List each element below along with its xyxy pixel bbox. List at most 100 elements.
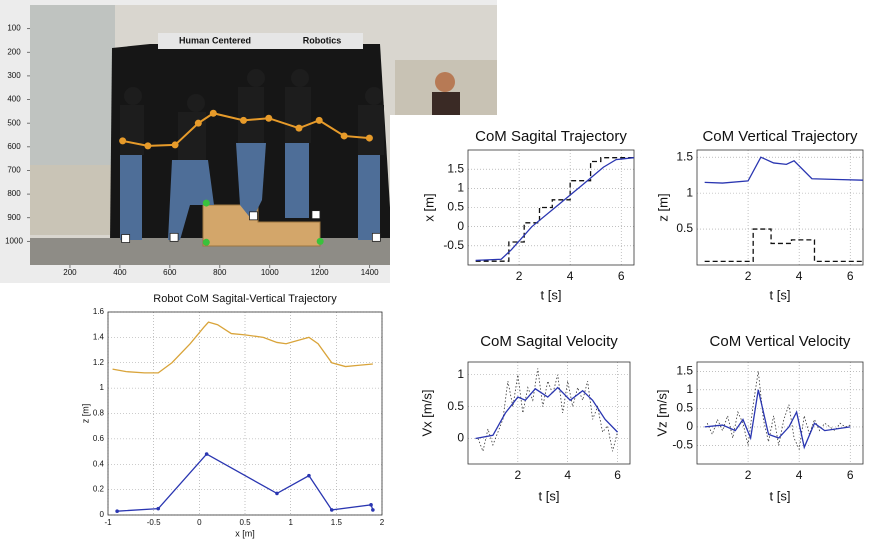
x-tick-label: -1 [104, 518, 112, 527]
marker [340, 132, 348, 140]
x-tick-label: 0 [197, 518, 202, 527]
marker [121, 234, 131, 243]
x-tick-label: 4 [796, 269, 803, 283]
plot-marks [119, 109, 381, 246]
x-tick-label: 4 [564, 468, 571, 482]
y-tick-label: 1.5 [447, 161, 464, 175]
x-tick-label: 4 [567, 269, 574, 283]
marker [371, 232, 381, 242]
marker [202, 199, 210, 207]
y-tick-label: 800 [7, 189, 21, 198]
marker [202, 238, 210, 246]
y-tick-label: 1.4 [93, 332, 105, 341]
chart: 2 4 6 -0.5 0 0.5 1 1.5 CoM Sagital Trajectory t [… [421, 128, 635, 302]
figure-head [124, 87, 142, 105]
y-tick-label: 500 [7, 118, 21, 127]
y-tick-label: 1.2 [93, 358, 105, 367]
data-line [117, 453, 374, 512]
x-tick-label: 6 [847, 269, 854, 283]
chart-title: CoM Sagital Velocity [480, 333, 618, 350]
y-tick-label: 0 [457, 219, 464, 233]
marker [315, 116, 323, 124]
marker [369, 503, 373, 507]
y-tick-label: 0.5 [447, 200, 464, 214]
y-tick-label: -0.5 [672, 438, 693, 452]
figure-legs [358, 155, 380, 240]
y-tick-label: 0.8 [93, 409, 105, 418]
y-axis-label: Vz [m/s] [654, 390, 669, 437]
marker [307, 473, 311, 478]
chart: 2 4 6 0.5 1 1.5 CoM Vertical Trajectory t [s] z … [655, 128, 864, 302]
y-tick-label: 0.4 [93, 459, 105, 468]
figure-torso [238, 87, 264, 143]
photo-person [435, 72, 455, 92]
marker [115, 509, 119, 513]
marker [240, 116, 248, 124]
y-axis-label: z [m] [80, 404, 90, 424]
marker [365, 134, 373, 142]
figure-head [247, 69, 265, 87]
plot-marks [704, 156, 863, 263]
y-tick-label: 300 [7, 71, 21, 80]
axes-box [467, 149, 635, 266]
marker [209, 109, 217, 117]
axes-box [467, 361, 631, 465]
figure-torso [178, 112, 206, 160]
x-tick-label: 2 [515, 468, 522, 482]
x-tick-label: 6 [614, 468, 621, 482]
x-tick-label: 6 [618, 269, 625, 283]
data-line [704, 156, 863, 184]
chart-title: CoM Vertical Trajectory [702, 128, 858, 145]
photo-banner [158, 33, 363, 49]
x-tick-label: 1200 [311, 268, 329, 277]
figure-legs [285, 143, 309, 218]
marker [316, 237, 324, 245]
figure-legs [120, 155, 142, 240]
y-tick-label: 0.5 [447, 399, 464, 413]
marker [169, 232, 179, 242]
y-tick-label: 200 [7, 47, 21, 56]
x-tick-label: 1.5 [331, 518, 343, 527]
marker [265, 114, 273, 122]
y-axis-label: Vx [m/s] [419, 390, 434, 437]
plot-marks [475, 368, 619, 453]
x-tick-label: 2 [380, 518, 385, 527]
y-tick-label: 1.5 [676, 149, 693, 163]
x-axis-label: t [s] [770, 488, 791, 503]
photo-desk [30, 165, 115, 235]
x-axis-label: t [s] [541, 287, 562, 302]
y-axis-label: x [m] [421, 193, 436, 221]
x-tick-label: 800 [213, 268, 227, 277]
y-axis-label: z [m] [655, 193, 670, 221]
y-tick-label: 900 [7, 213, 21, 222]
y-tick-label: 1 [457, 367, 464, 381]
x-tick-label: 1 [288, 518, 293, 527]
chart-title: CoM Sagital Trajectory [475, 128, 627, 145]
x-tick-label: 1000 [261, 268, 279, 277]
x-tick-label: 0.5 [239, 518, 251, 527]
y-tick-label: 1 [686, 185, 693, 199]
x-tick-label: 6 [847, 468, 854, 482]
figure-head [365, 87, 383, 105]
figure-torso [285, 87, 311, 143]
axes-box [696, 361, 864, 465]
data-line [475, 157, 634, 262]
charts: -1 -0.5 0 0.5 1 1.5 2 0 0.2 0.4 0.6 0.8 1 1.2 1.4 1.6 Ro… [80, 128, 864, 538]
banner-text: Robotics [303, 35, 342, 45]
x-axis-label: x [m] [235, 528, 255, 538]
data-line [706, 371, 851, 451]
marker [329, 508, 334, 512]
marker [204, 452, 209, 456]
x-tick-label: 4 [796, 468, 803, 482]
y-tick-label: 1.5 [676, 363, 693, 377]
photo-window [30, 5, 115, 165]
marker [275, 491, 279, 496]
x-tick-label: 2 [516, 269, 523, 283]
y-tick-label: 100 [7, 24, 21, 33]
data-line [112, 321, 373, 374]
y-tick-label: 0 [100, 510, 105, 519]
chart-title: Robot CoM Sagital-Vertical Trajectory [153, 293, 337, 305]
data-line [475, 157, 634, 262]
data-line [704, 389, 851, 450]
photo-figures [120, 69, 384, 240]
